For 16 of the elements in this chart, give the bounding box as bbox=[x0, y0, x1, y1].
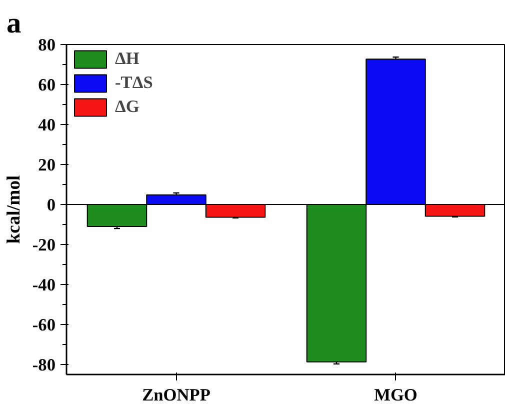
y-tick-label: -80 bbox=[32, 356, 56, 374]
legend-label: ΔG bbox=[115, 97, 140, 117]
legend-label: -TΔS bbox=[115, 73, 153, 93]
x-tick-label: ZnONPP bbox=[142, 386, 211, 404]
y-axis-title: kcal/mol bbox=[3, 175, 24, 244]
chart-title: a bbox=[6, 8, 22, 40]
y-tick-label: 60 bbox=[38, 76, 56, 94]
legend-label: ΔH bbox=[115, 49, 140, 69]
y-tick-label: -40 bbox=[32, 276, 56, 294]
y-tick-label: -20 bbox=[32, 236, 56, 254]
y-tick-label: 80 bbox=[38, 36, 56, 54]
x-tick-label: MGO bbox=[374, 386, 418, 404]
y-tick-label: 0 bbox=[46, 196, 56, 214]
y-tick-label: 20 bbox=[38, 156, 56, 174]
y-tick-label: 40 bbox=[38, 116, 56, 134]
y-tick-label: -60 bbox=[32, 316, 56, 334]
